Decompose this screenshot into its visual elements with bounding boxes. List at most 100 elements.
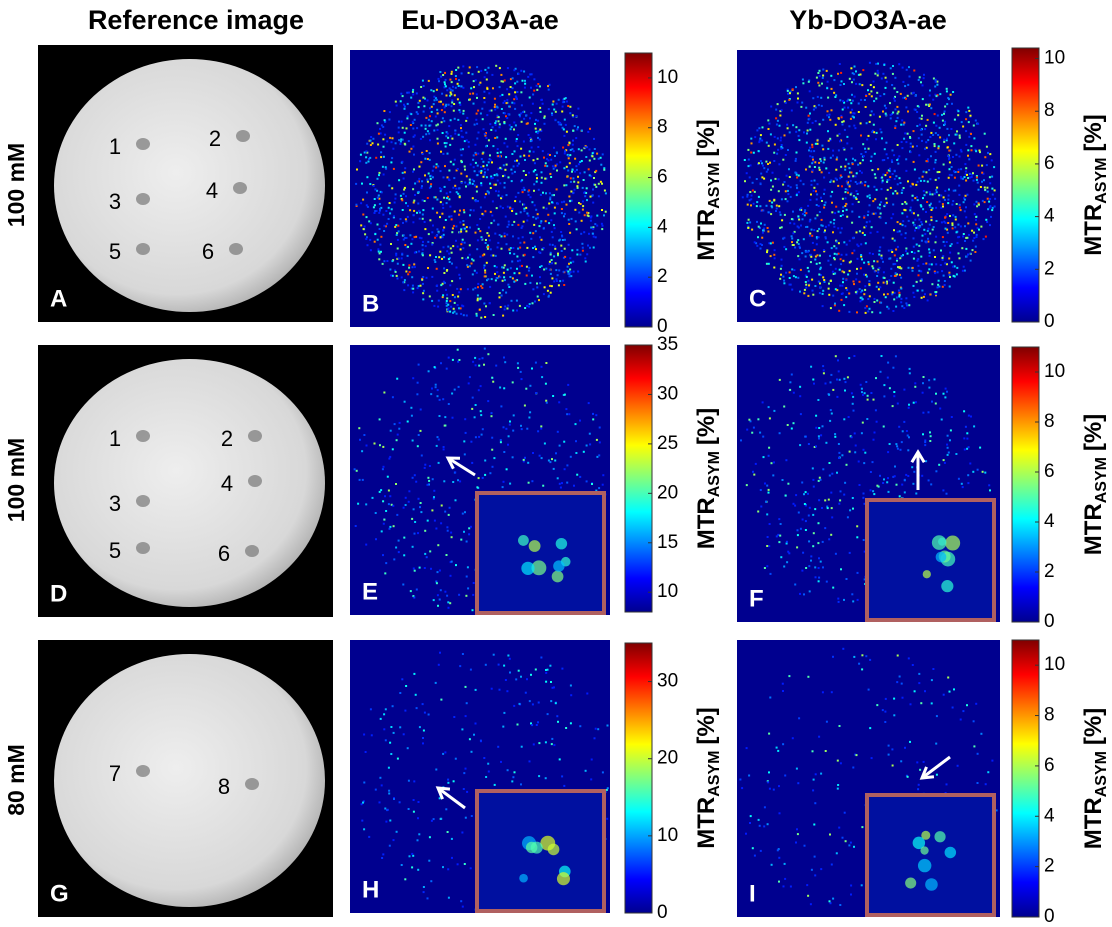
- noise-pixel: [564, 248, 566, 250]
- noise-pixel: [549, 154, 551, 156]
- noise-pixel: [937, 284, 939, 286]
- noise-pixel: [851, 252, 853, 254]
- noise-pixel: [507, 284, 509, 286]
- noise-pixel: [419, 100, 421, 102]
- noise-pixel: [544, 443, 546, 445]
- noise-pixel: [586, 199, 588, 201]
- noise-pixel: [934, 378, 936, 380]
- noise-pixel: [518, 272, 520, 274]
- noise-pixel: [921, 118, 923, 120]
- noise-pixel: [890, 67, 892, 69]
- noise-pixel: [913, 70, 915, 72]
- noise-pixel: [553, 255, 555, 257]
- noise-pixel: [845, 191, 847, 193]
- noise-pixel: [888, 258, 890, 260]
- sample-number: 6: [218, 541, 230, 566]
- noise-pixel: [377, 144, 379, 146]
- noise-pixel: [792, 88, 794, 90]
- noise-pixel: [517, 73, 519, 75]
- noise-pixel: [513, 69, 515, 71]
- noise-pixel: [398, 258, 400, 260]
- noise-pixel: [840, 568, 842, 570]
- noise-pixel: [895, 306, 897, 308]
- noise-pixel: [947, 447, 949, 449]
- noise-pixel: [820, 434, 822, 436]
- noise-pixel: [531, 724, 533, 726]
- noise-pixel: [472, 609, 474, 611]
- noise-pixel: [877, 207, 879, 209]
- noise-pixel: [893, 282, 895, 284]
- noise-pixel: [812, 545, 814, 547]
- noise-pixel: [484, 316, 486, 318]
- noise-pixel: [751, 142, 753, 144]
- noise-pixel: [383, 225, 385, 227]
- noise-pixel: [812, 97, 814, 99]
- noise-pixel: [418, 106, 420, 108]
- noise-pixel: [913, 285, 915, 287]
- noise-pixel: [853, 846, 855, 848]
- noise-pixel: [795, 494, 797, 496]
- noise-pixel: [903, 307, 905, 309]
- noise-pixel: [417, 532, 419, 534]
- phantom: [54, 654, 325, 907]
- noise-pixel: [757, 511, 759, 513]
- noise-pixel: [773, 461, 775, 463]
- noise-pixel: [451, 138, 453, 140]
- noise-pixel: [453, 110, 455, 112]
- noise-pixel: [416, 92, 418, 94]
- noise-pixel: [983, 238, 985, 240]
- noise-pixel: [914, 252, 916, 254]
- noise-pixel: [926, 241, 928, 243]
- noise-pixel: [793, 392, 795, 394]
- noise-pixel: [505, 138, 507, 140]
- noise-pixel: [822, 148, 824, 150]
- noise-pixel: [518, 163, 520, 165]
- noise-pixel: [894, 275, 896, 277]
- noise-pixel: [488, 192, 490, 194]
- noise-pixel: [482, 118, 484, 120]
- noise-pixel: [446, 294, 448, 296]
- noise-pixel: [762, 126, 764, 128]
- noise-pixel: [487, 400, 489, 402]
- sample-number: 7: [109, 761, 121, 786]
- noise-pixel: [440, 284, 442, 286]
- noise-pixel: [529, 137, 531, 139]
- noise-pixel: [764, 224, 766, 226]
- noise-pixel: [355, 204, 357, 206]
- noise-pixel: [787, 149, 789, 151]
- noise-pixel: [596, 153, 598, 155]
- colorbar-label: MTRASYM[%]: [693, 408, 723, 550]
- noise-pixel: [761, 140, 763, 142]
- noise-pixel: [442, 117, 444, 119]
- noise-pixel: [506, 99, 508, 101]
- noise-pixel: [526, 247, 528, 249]
- noise-pixel: [408, 780, 410, 782]
- noise-pixel: [899, 230, 901, 232]
- noise-pixel: [885, 222, 887, 224]
- noise-pixel: [428, 714, 430, 716]
- noise-pixel: [957, 110, 959, 112]
- noise-pixel: [527, 122, 529, 124]
- noise-pixel: [554, 460, 556, 462]
- noise-pixel: [476, 113, 478, 115]
- noise-pixel: [758, 150, 760, 152]
- noise-pixel: [488, 67, 490, 69]
- noise-pixel: [810, 560, 812, 562]
- noise-pixel: [500, 441, 502, 443]
- noise-pixel: [524, 80, 526, 82]
- noise-pixel: [383, 728, 385, 730]
- noise-pixel: [967, 482, 969, 484]
- noise-pixel: [870, 392, 872, 394]
- noise-pixel: [879, 246, 881, 248]
- noise-pixel: [494, 122, 496, 124]
- noise-pixel: [418, 801, 420, 803]
- noise-pixel: [532, 452, 534, 454]
- noise-pixel: [842, 278, 844, 280]
- noise-pixel: [458, 307, 460, 309]
- noise-pixel: [866, 221, 868, 223]
- noise-pixel: [897, 221, 899, 223]
- noise-pixel: [914, 382, 916, 384]
- noise-pixel: [841, 80, 843, 82]
- noise-pixel: [928, 228, 930, 230]
- noise-pixel: [519, 260, 521, 262]
